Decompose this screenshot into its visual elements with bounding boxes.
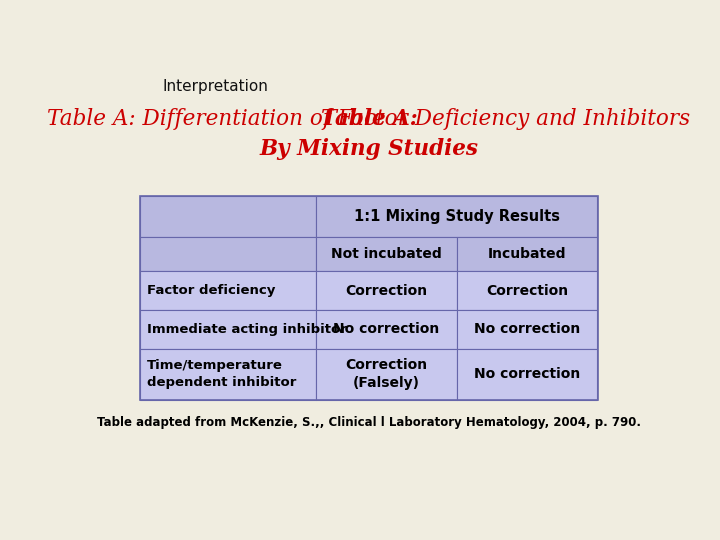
Text: Incubated: Incubated <box>488 247 567 261</box>
Bar <box>457 237 598 271</box>
Text: No correction: No correction <box>474 322 580 336</box>
Text: Table A:: Table A: <box>320 109 418 131</box>
Bar <box>140 196 598 400</box>
Text: Table adapted from McKenzie, S.,, Clinical l Laboratory Hematology, 2004, p. 790: Table adapted from McKenzie, S.,, Clinic… <box>97 416 641 429</box>
Text: Correction: Correction <box>486 284 568 298</box>
Text: Time/temperature
dependent inhibitor: Time/temperature dependent inhibitor <box>147 359 297 389</box>
Text: Factor deficiency: Factor deficiency <box>147 284 275 297</box>
Text: Table A: Differentiation of Factor Deficiency and Inhibitors: Table A: Differentiation of Factor Defic… <box>48 109 690 131</box>
Bar <box>140 310 316 349</box>
Bar <box>140 271 316 310</box>
Bar <box>316 310 457 349</box>
Text: 1:1 Mixing Study Results: 1:1 Mixing Study Results <box>354 208 560 224</box>
Text: Correction: Correction <box>346 284 428 298</box>
Bar <box>316 196 598 237</box>
Bar <box>316 271 457 310</box>
Text: Immediate acting inhibitor: Immediate acting inhibitor <box>147 323 347 336</box>
Text: No correction: No correction <box>333 322 440 336</box>
Text: Interpretation: Interpretation <box>163 79 269 94</box>
Bar <box>457 349 598 400</box>
Bar <box>316 349 457 400</box>
Bar <box>316 237 457 271</box>
Bar <box>140 237 316 271</box>
Bar <box>457 271 598 310</box>
Text: Correction
(Falsely): Correction (Falsely) <box>346 358 428 390</box>
Text: Not incubated: Not incubated <box>331 247 442 261</box>
Bar <box>457 310 598 349</box>
Text: No correction: No correction <box>474 367 580 381</box>
Text: By Mixing Studies: By Mixing Studies <box>259 138 479 159</box>
Bar <box>140 349 316 400</box>
Bar <box>140 196 316 237</box>
